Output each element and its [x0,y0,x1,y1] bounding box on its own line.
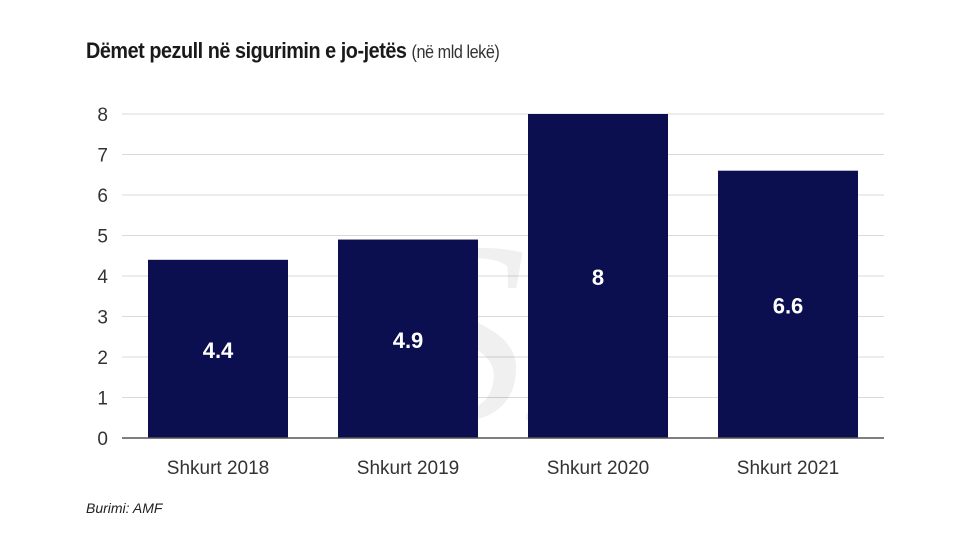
y-tick-label: 4 [97,267,108,288]
bar-value-label: 8 [592,265,604,290]
y-tick-label: 0 [97,429,108,450]
y-tick-label: 7 [97,146,108,167]
y-tick-label: 2 [97,348,108,369]
y-tick-label: 6 [97,186,108,207]
x-tick-label: Shkurt 2019 [357,458,459,479]
bar [148,259,288,438]
chart-subtitle: (në mld lekë) [411,42,500,62]
x-tick-label: Shkurt 2021 [737,458,839,479]
y-tick-label: 1 [97,389,108,410]
y-tick-label: 5 [97,227,108,248]
y-tick-label: 3 [97,308,108,329]
x-tick-label: Shkurt 2018 [167,458,269,479]
bar [338,239,478,438]
bar [528,114,668,438]
bar-value-label: 4.9 [393,328,424,353]
bar-value-label: 4.4 [203,338,234,363]
title-text: Dëmet pezull në sigurimin e jo-jetës [86,38,407,63]
x-tick-label: Shkurt 2020 [547,458,649,479]
bar [718,170,858,438]
source-note: Burimi: AMF [86,500,163,516]
chart-title: Dëmet pezull në sigurimin e jo-jetës (në… [86,38,500,64]
y-tick-label: 8 [97,105,108,126]
bar-value-label: 6.6 [773,293,804,318]
